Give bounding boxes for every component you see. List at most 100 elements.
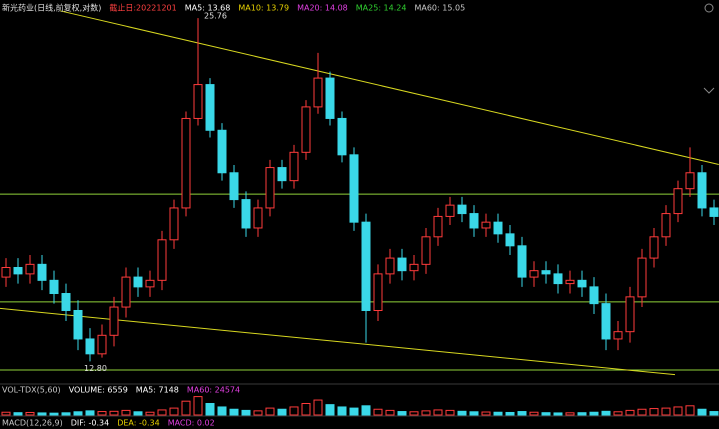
legend-text: 新光药业(日线,前复权,对数) xyxy=(2,3,101,13)
candle-body xyxy=(169,207,179,241)
candle-body xyxy=(61,293,71,311)
volume-bar xyxy=(709,411,719,416)
candle-body xyxy=(97,334,107,355)
candle-body xyxy=(697,172,707,209)
icon-ring xyxy=(704,3,714,13)
candle-body xyxy=(409,263,419,272)
candle-body xyxy=(529,270,539,278)
volume-bar xyxy=(301,403,311,416)
volume-bar xyxy=(421,410,431,416)
volume-bar xyxy=(265,407,275,416)
candle-body xyxy=(493,221,503,235)
legend-text: DEA: -0.34 xyxy=(117,419,159,428)
candle-body xyxy=(553,273,563,285)
volume-bar xyxy=(673,406,683,416)
volume-bar xyxy=(181,400,191,416)
settings-icon[interactable] xyxy=(704,3,714,13)
candle-body xyxy=(193,84,203,119)
volume-bar xyxy=(397,411,407,416)
volume-bar xyxy=(457,410,467,416)
candle-body xyxy=(265,167,275,209)
candle-body xyxy=(181,117,191,209)
candle-body xyxy=(73,309,83,340)
volume-bar xyxy=(13,412,23,416)
volume-bar xyxy=(589,411,599,416)
icon-chevron xyxy=(703,87,715,94)
legend-text: DIF: -0.34 xyxy=(71,419,109,428)
volume-bar xyxy=(553,412,563,416)
volume-bar xyxy=(649,408,659,416)
candle-body xyxy=(565,279,575,285)
candle-body xyxy=(373,273,383,311)
volume-bar xyxy=(577,412,587,416)
volume-bar xyxy=(121,409,131,416)
volume-bar xyxy=(481,411,491,416)
legend-text: MA10: 13.79 xyxy=(238,4,289,13)
candle-body xyxy=(277,167,287,182)
candle-body xyxy=(649,236,659,259)
candle-body xyxy=(1,267,11,278)
candle-body xyxy=(121,276,131,308)
candle-body xyxy=(709,207,719,217)
volume-bar xyxy=(145,411,155,416)
volume-bar xyxy=(685,405,695,416)
volume-bar xyxy=(169,407,179,416)
volume-bar xyxy=(1,411,11,416)
volume-bar xyxy=(85,410,95,416)
volume-bar xyxy=(613,411,623,416)
candle-body xyxy=(541,270,551,275)
volume-bar xyxy=(517,411,527,416)
legend-text: MACD(12,26,9) xyxy=(2,419,63,428)
candle-body xyxy=(589,286,599,305)
legend-text: 截止日:20221201 xyxy=(109,3,176,13)
collapse-icon[interactable] xyxy=(703,87,715,94)
candle-body xyxy=(517,245,527,278)
volume-bar xyxy=(601,410,611,416)
candle-body xyxy=(37,263,47,281)
candle-body xyxy=(133,276,143,288)
candle-body xyxy=(469,213,479,229)
volume-bar xyxy=(385,409,395,416)
candle-body xyxy=(109,306,119,336)
candle-body xyxy=(145,279,155,288)
candle-body xyxy=(325,77,335,119)
volume-bar xyxy=(289,406,299,416)
volume-bar xyxy=(565,412,575,416)
candle-body xyxy=(445,204,455,217)
volume-bar xyxy=(61,412,71,416)
volume-bar xyxy=(637,408,647,416)
high-label: 25.76 xyxy=(204,12,227,21)
candle-body xyxy=(337,117,347,156)
volume-bar xyxy=(205,403,215,416)
candle-body xyxy=(253,207,263,229)
candle-body xyxy=(49,279,59,295)
volume-bar xyxy=(337,406,347,416)
legend-text: MA25: 14.24 xyxy=(356,4,407,13)
volume-bar xyxy=(229,408,239,416)
candle-body xyxy=(241,199,251,229)
volume-bar xyxy=(157,409,167,416)
candle-body xyxy=(673,188,683,215)
volume-bar xyxy=(241,409,251,416)
volume-bar xyxy=(433,409,443,416)
volume-bar xyxy=(73,411,83,416)
volume-bar xyxy=(529,411,539,416)
candle-body xyxy=(397,257,407,272)
legend-text: MA20: 14.08 xyxy=(297,4,348,13)
candle-body xyxy=(25,263,35,275)
volume-bar xyxy=(373,408,383,416)
candle-body xyxy=(433,215,443,238)
price-panel: 25.76 12.80 xyxy=(0,10,719,376)
volume-bar xyxy=(313,399,323,416)
candle-body xyxy=(313,77,323,108)
legend-text: MA60: 15.05 xyxy=(414,4,465,13)
candle-body xyxy=(481,221,491,229)
candle-body xyxy=(217,129,227,174)
candle-body xyxy=(289,151,299,182)
volume-bar xyxy=(469,411,479,416)
volume-bar xyxy=(661,407,671,416)
candle-body xyxy=(661,213,671,238)
candle-body xyxy=(361,221,371,311)
candle-body xyxy=(457,204,467,215)
